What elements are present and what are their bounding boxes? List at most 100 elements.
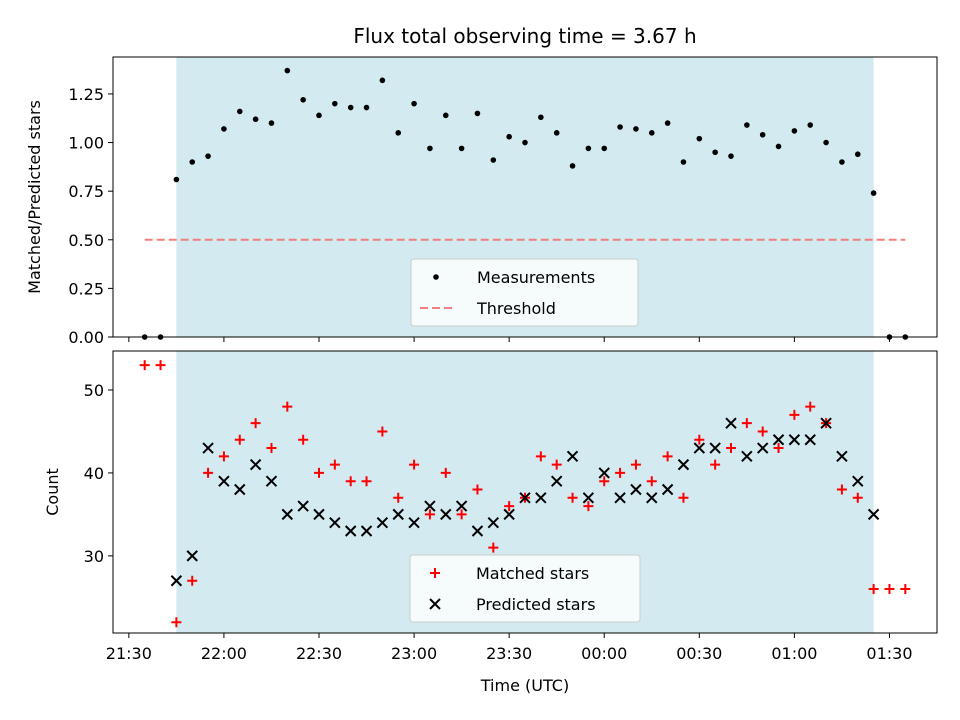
x-axis-label: Time (UTC) xyxy=(480,676,569,695)
legend-label: Matched stars xyxy=(476,564,589,583)
predicted-star-point xyxy=(218,475,230,487)
matched-star-point xyxy=(852,492,863,503)
x-tick-label: 01:00 xyxy=(771,644,817,663)
measurement-point xyxy=(506,133,512,140)
matched-star-point xyxy=(314,467,324,478)
measurement-point xyxy=(395,130,402,136)
measurement-point xyxy=(205,153,211,159)
ratio-x-ticks xyxy=(128,337,890,342)
measurement-point xyxy=(538,114,544,121)
matched-star-point xyxy=(599,476,610,487)
measurement-point xyxy=(522,139,528,146)
measurement-point xyxy=(379,77,386,84)
predicted-star-point xyxy=(867,508,880,521)
x-tick-label: 22:30 xyxy=(296,644,342,663)
predicted-star-point xyxy=(424,500,436,512)
predicted-star-point xyxy=(186,550,198,562)
matched-star-point xyxy=(393,492,404,503)
predicted-star-point xyxy=(265,475,278,487)
matched-star-point xyxy=(171,617,182,628)
measurement-point xyxy=(236,108,243,115)
predicted-star-point xyxy=(804,434,816,446)
y-tick-label: 0.50 xyxy=(68,231,104,250)
y-tick-label: 1.00 xyxy=(68,134,104,153)
measurement-point xyxy=(585,145,592,152)
ratio-y-axis-label: Matched/Predicted stars xyxy=(25,100,44,294)
matched-star-point xyxy=(726,443,736,454)
count-axes-frame xyxy=(112,350,938,634)
matched-star-point xyxy=(377,426,388,437)
matched-star-point xyxy=(868,584,879,595)
matched-star-point xyxy=(741,418,752,429)
legend-box xyxy=(410,258,639,327)
predicted-star-point xyxy=(582,492,595,504)
predicted-star-point xyxy=(772,434,785,446)
matched-star-point xyxy=(583,501,594,512)
predicted-star-point xyxy=(519,492,531,504)
matched-star-point xyxy=(773,443,784,454)
y-tick-label: 30 xyxy=(84,547,104,566)
measurement-point xyxy=(332,100,338,107)
x-tick-label: 00:00 xyxy=(581,644,627,663)
predicted-star-point xyxy=(661,483,674,496)
y-tick-label: 1.25 xyxy=(68,85,104,104)
matched-star-point xyxy=(615,467,626,478)
measurement-point xyxy=(617,124,623,130)
predicted-star-point xyxy=(756,442,769,454)
measurement-point xyxy=(347,104,354,111)
measurement-point xyxy=(363,104,370,111)
measurement-point xyxy=(744,122,750,128)
measurement-point xyxy=(728,153,734,159)
predicted-star-point xyxy=(234,483,246,496)
matched-star-point xyxy=(646,476,657,487)
measurement-point xyxy=(300,96,306,103)
predicted-star-point xyxy=(440,508,452,521)
predicted-star-point xyxy=(646,492,658,504)
predicted-star-point xyxy=(725,417,737,429)
matched-star-point xyxy=(298,434,309,445)
predicted-star-point xyxy=(170,575,183,587)
matched-star-point xyxy=(836,484,847,495)
predicted-star-point xyxy=(455,500,468,512)
measurement-point xyxy=(427,145,433,152)
legend-box xyxy=(409,554,641,623)
measurement-point xyxy=(664,120,671,126)
matched-star-point xyxy=(203,467,214,478)
y-tick-label: 0.00 xyxy=(68,328,104,347)
x-tick-label: 00:30 xyxy=(676,644,722,663)
predicted-star-point xyxy=(408,516,420,529)
matched-star-point xyxy=(662,451,673,462)
measurement-point xyxy=(553,130,560,136)
matched-star-point xyxy=(440,467,451,478)
x-tick-label: 22:00 xyxy=(201,644,247,663)
matched-star-point xyxy=(155,360,166,371)
count-y-ticks: 30 40 50 xyxy=(84,381,113,566)
measurement-point xyxy=(648,130,655,136)
matched-star-point xyxy=(234,434,245,445)
x-tick-label: 23:00 xyxy=(391,644,437,663)
predicted-star-point xyxy=(202,442,214,454)
matched-star-point xyxy=(694,434,705,445)
measurement-point xyxy=(268,120,275,126)
matched-star-point xyxy=(567,492,578,503)
predicted-star-point xyxy=(836,450,848,463)
predicted-star-point xyxy=(820,417,832,429)
predicted-star-point xyxy=(693,442,706,454)
measurement-point xyxy=(633,126,639,132)
measurement-point xyxy=(807,122,814,128)
matched-star-point xyxy=(139,360,150,371)
matched-star-point xyxy=(456,509,467,520)
matched-star-point xyxy=(678,492,689,503)
matched-star-point xyxy=(551,459,562,470)
matched-star-point xyxy=(329,459,340,470)
measurement-point xyxy=(173,176,180,183)
measurement-point xyxy=(823,139,829,146)
matched-star-point xyxy=(424,509,435,520)
legend-label: Predicted stars xyxy=(476,595,596,614)
predicted-star-point xyxy=(550,475,563,487)
y-tick-label: 40 xyxy=(84,464,104,483)
measurement-point xyxy=(712,149,718,156)
matched-star-point xyxy=(900,584,911,595)
count-y-axis-label: Count xyxy=(43,468,62,516)
predicted-star-point xyxy=(709,442,721,454)
